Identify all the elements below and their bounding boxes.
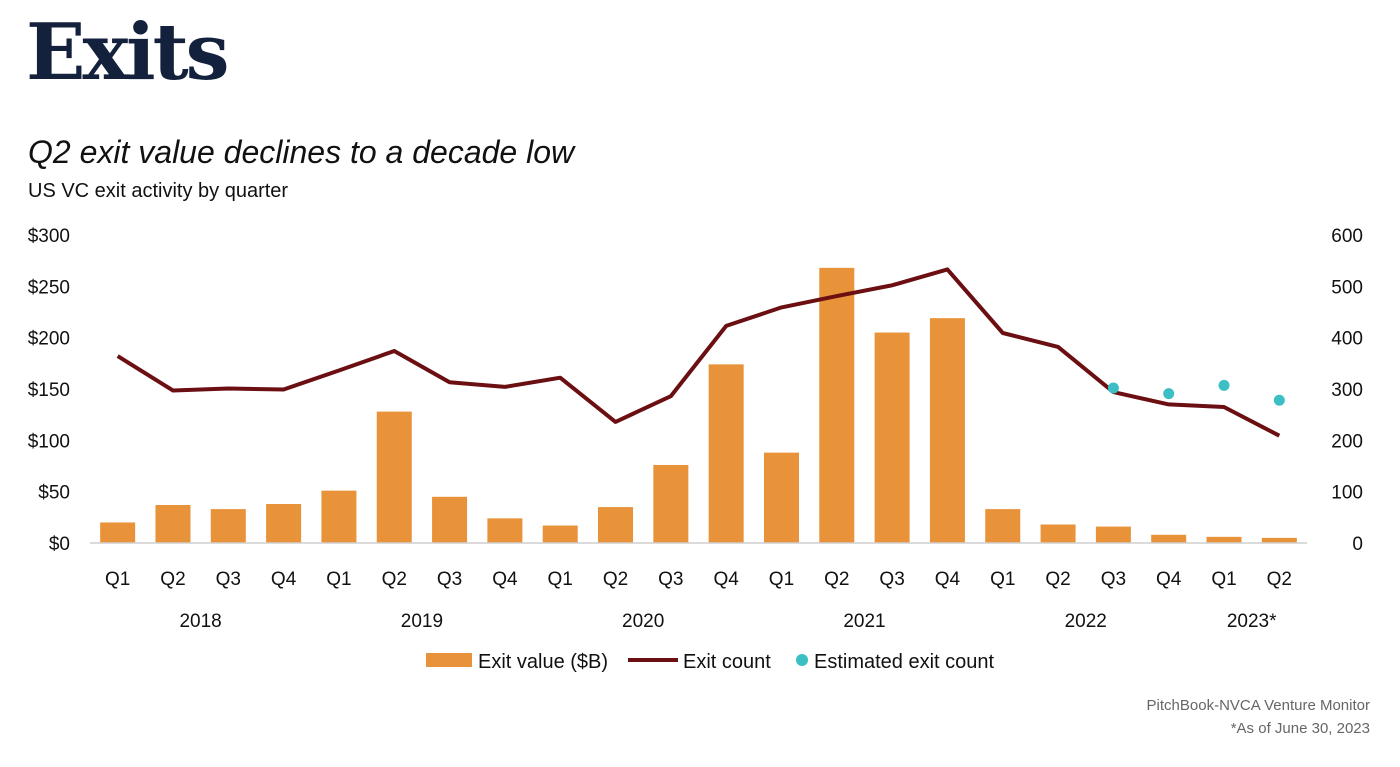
- estimated-exit-count-point: [1218, 379, 1230, 391]
- estimated-exit-count-point: [1107, 382, 1119, 394]
- exit-value-bar: [929, 318, 965, 543]
- estimated-exit-count-point: [1163, 388, 1175, 400]
- exit-value-bar: [376, 411, 412, 543]
- year-label: 2019: [401, 611, 443, 632]
- quarter-label: Q1: [769, 569, 794, 590]
- exit-value-bars: [100, 267, 1297, 543]
- exit-count-line: [116, 267, 1281, 438]
- exit-value-bar: [321, 490, 357, 543]
- quarter-label: Q4: [713, 569, 739, 590]
- right-axis-tick-label: 500: [1331, 277, 1363, 298]
- left-axis: $0 $50 $100 $150 $200 $250 $300: [28, 226, 70, 555]
- year-label: 2018: [179, 611, 221, 632]
- quarter-label: Q2: [603, 569, 628, 590]
- legend-label-exit-value: Exit value ($B): [478, 651, 608, 673]
- exit-value-bar: [487, 518, 523, 543]
- quarter-label: Q3: [879, 569, 904, 590]
- quarter-label: Q4: [935, 569, 961, 590]
- quarter-label: Q4: [1156, 569, 1182, 590]
- exit-value-bar: [100, 522, 136, 543]
- exit-value-bar: [266, 503, 302, 543]
- right-axis-tick-label: 400: [1331, 329, 1363, 350]
- quarter-label: Q2: [1267, 569, 1292, 590]
- exit-value-bar: [210, 509, 246, 543]
- exit-value-bar: [874, 332, 910, 543]
- exit-value-bar: [1095, 526, 1131, 543]
- year-label: 2020: [622, 611, 664, 632]
- exit-value-bar: [155, 505, 191, 543]
- source-text: PitchBook-NVCA Venture Monitor: [1146, 697, 1370, 714]
- quarter-label: Q2: [382, 569, 407, 590]
- quarter-label: Q2: [160, 569, 185, 590]
- section-title: Exits: [26, 7, 230, 98]
- right-axis-tick-label: 100: [1331, 483, 1363, 504]
- source-note: PitchBook-NVCA Venture Monitor *As of Ju…: [1147, 694, 1370, 740]
- right-axis-tick-label: 300: [1331, 380, 1363, 401]
- year-label: 2023*: [1227, 611, 1277, 632]
- quarter-label: Q1: [326, 569, 351, 590]
- estimated-exit-count-point: [1273, 394, 1285, 406]
- chart-subtitle: US VC exit activity by quarter: [28, 180, 289, 202]
- quarter-label: Q4: [271, 569, 297, 590]
- quarter-label: Q1: [1211, 569, 1236, 590]
- quarter-label: Q3: [437, 569, 462, 590]
- legend-swatch-exit-value: [426, 653, 472, 667]
- as-of-note: *As of June 30, 2023: [1230, 720, 1370, 737]
- left-axis-tick-label: $150: [28, 380, 70, 401]
- quarter-label: Q3: [216, 569, 241, 590]
- right-axis-tick-label: 600: [1331, 226, 1363, 247]
- exit-value-bar: [432, 496, 468, 543]
- chart-title: Q2 exit value declines to a decade low: [28, 134, 575, 170]
- exit-value-bar: [1040, 524, 1076, 543]
- exit-value-bar: [1206, 536, 1242, 543]
- right-axis: 0 100 200 300 400 500 600: [1331, 226, 1363, 555]
- exit-value-bar: [653, 464, 689, 543]
- legend: Exit value ($B) Exit count Estimated exit …: [426, 651, 995, 673]
- year-label: 2022: [1065, 611, 1107, 632]
- year-label: 2021: [843, 611, 885, 632]
- exit-value-bar: [819, 267, 855, 543]
- exit-value-bar: [985, 509, 1021, 543]
- left-axis-tick-label: $50: [38, 483, 70, 504]
- legend-label-estimated-exit-count: Estimated exit count: [814, 651, 995, 673]
- estimated-exit-count-points: [1107, 379, 1285, 406]
- quarter-label: Q1: [105, 569, 130, 590]
- right-axis-tick-label: 0: [1352, 534, 1363, 555]
- x-axis-quarter-labels: Q1 Q2 Q3 Q4 Q1 Q2 Q3 Q4 Q1 Q2 Q3 Q4 Q1 Q2 Q3 Q4 Q1 Q2 Q3 Q4…: [105, 569, 1292, 590]
- left-axis-tick-label: $0: [49, 534, 70, 555]
- x-axis-year-labels: 2018 2019 2020 2021 2022 2023*: [179, 611, 1277, 632]
- left-axis-tick-label: $250: [28, 277, 70, 298]
- exit-activity-chart: $0 $50 $100 $150 $200 $250 $300 0 100 200 300 400 5…: [28, 226, 1363, 673]
- quarter-label: Q3: [1101, 569, 1126, 590]
- quarter-label: Q2: [824, 569, 849, 590]
- quarter-label: Q4: [492, 569, 518, 590]
- right-axis-tick-label: 200: [1331, 431, 1363, 452]
- quarter-label: Q3: [658, 569, 683, 590]
- legend-label-exit-count: Exit count: [683, 651, 771, 673]
- left-axis-tick-label: $100: [28, 431, 70, 452]
- left-axis-tick-label: $300: [28, 226, 70, 247]
- left-axis-tick-label: $200: [28, 329, 70, 350]
- quarter-label: Q1: [548, 569, 573, 590]
- exit-value-bar: [542, 525, 578, 543]
- quarter-label: Q2: [1045, 569, 1070, 590]
- legend-swatch-estimated-exit-count: [796, 654, 808, 666]
- exit-value-bar: [1261, 537, 1297, 543]
- exit-value-bar: [1151, 534, 1187, 543]
- exit-value-bar: [708, 364, 744, 543]
- exit-value-bar: [763, 452, 799, 543]
- exit-value-bar: [598, 507, 634, 543]
- quarter-label: Q1: [990, 569, 1015, 590]
